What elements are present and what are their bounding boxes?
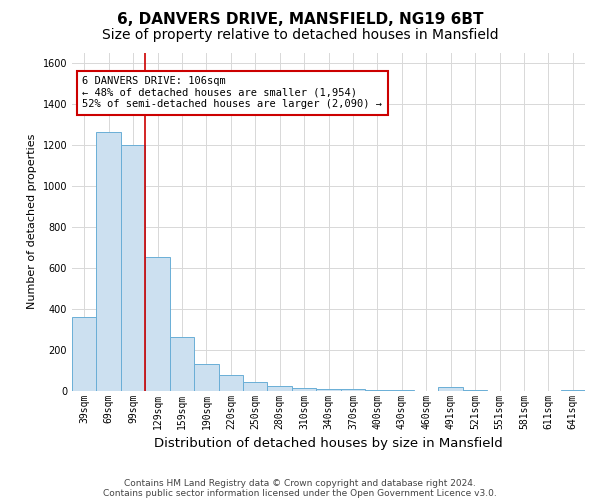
Bar: [316, 388, 341, 390]
Text: 6, DANVERS DRIVE, MANSFIELD, NG19 6BT: 6, DANVERS DRIVE, MANSFIELD, NG19 6BT: [117, 12, 483, 28]
Bar: [268, 386, 292, 390]
Y-axis label: Number of detached properties: Number of detached properties: [27, 134, 37, 310]
Bar: [292, 388, 316, 390]
Text: 6 DANVERS DRIVE: 106sqm
← 48% of detached houses are smaller (1,954)
52% of semi: 6 DANVERS DRIVE: 106sqm ← 48% of detache…: [82, 76, 382, 110]
Bar: [72, 317, 97, 390]
Bar: [439, 386, 463, 390]
Text: Contains public sector information licensed under the Open Government Licence v3: Contains public sector information licen…: [103, 488, 497, 498]
Bar: [145, 258, 170, 390]
Text: Size of property relative to detached houses in Mansfield: Size of property relative to detached ho…: [101, 28, 499, 42]
Text: Contains HM Land Registry data © Crown copyright and database right 2024.: Contains HM Land Registry data © Crown c…: [124, 478, 476, 488]
Bar: [243, 382, 268, 390]
Bar: [97, 132, 121, 390]
Bar: [194, 364, 218, 390]
Bar: [218, 376, 243, 390]
X-axis label: Distribution of detached houses by size in Mansfield: Distribution of detached houses by size …: [154, 437, 503, 450]
Bar: [170, 338, 194, 390]
Bar: [121, 144, 145, 390]
Bar: [341, 389, 365, 390]
